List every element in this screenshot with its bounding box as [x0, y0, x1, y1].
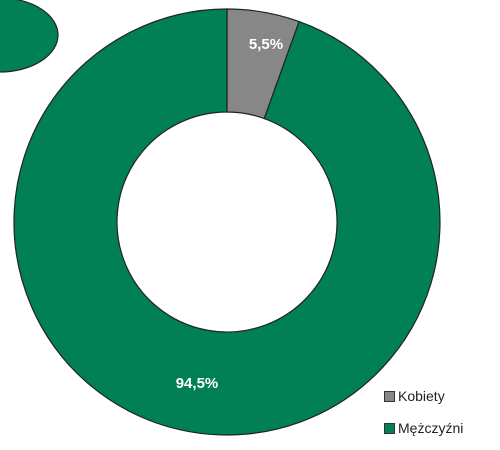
legend-item-kobiety: Kobiety — [384, 386, 463, 406]
decorative-ellipse — [0, 0, 59, 73]
data-label-1: 94,5% — [176, 375, 219, 392]
legend-item-mezczyzni: Mężczyźni — [384, 418, 463, 438]
legend-label-kobiety: Kobiety — [398, 388, 445, 404]
legend-swatch-mezczyzni — [384, 422, 395, 434]
legend-swatch-kobiety — [384, 390, 395, 402]
data-label-0: 5,5% — [249, 36, 283, 53]
slice-m-czy-ni — [13, 8, 441, 436]
legend-label-mezczyzni: Mężczyźni — [398, 420, 464, 436]
legend: Kobiety Mężczyźni — [384, 386, 463, 450]
